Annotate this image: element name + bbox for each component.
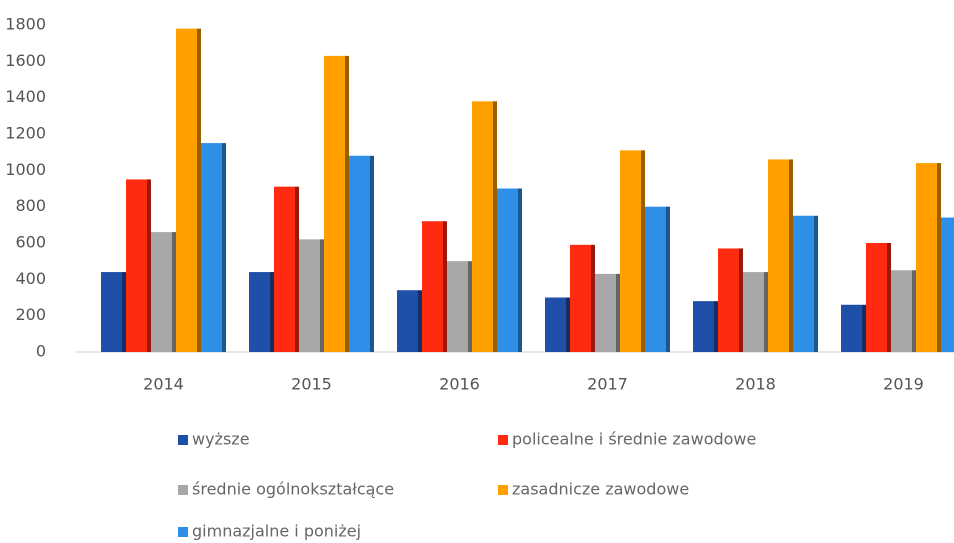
- bar-side: [862, 304, 866, 352]
- bar-side: [222, 143, 226, 352]
- bar: [768, 159, 789, 352]
- bar: [866, 243, 887, 352]
- bar: [916, 163, 937, 352]
- bar-side: [666, 206, 670, 352]
- bar: [101, 272, 122, 352]
- bar: [545, 297, 566, 352]
- bar: [891, 270, 912, 352]
- bar-side: [197, 28, 201, 353]
- y-tick-label: 0: [36, 342, 46, 361]
- bar-side: [295, 186, 299, 352]
- bar-side: [764, 272, 768, 352]
- legend-swatch: [178, 435, 188, 445]
- bar: [595, 273, 616, 352]
- bar-side: [739, 248, 743, 352]
- bar: [497, 188, 518, 352]
- bar-side: [789, 159, 793, 352]
- bar-side: [714, 301, 718, 352]
- x-tick-label: 2014: [143, 375, 184, 394]
- bar-side: [320, 239, 324, 352]
- legend-swatch: [178, 485, 188, 495]
- bar: [645, 206, 666, 352]
- y-tick-label: 200: [15, 305, 46, 324]
- y-tick-label: 1200: [5, 124, 46, 143]
- bar-side: [122, 272, 126, 352]
- bar-side: [591, 244, 595, 352]
- bar: [397, 290, 418, 352]
- legend-label: średnie ogólnokształcące: [192, 480, 394, 499]
- bar-side: [912, 270, 916, 352]
- bar: [743, 272, 764, 352]
- bar: [249, 272, 270, 352]
- bar-side: [937, 163, 941, 352]
- bar-side: [172, 232, 176, 352]
- bar: [693, 301, 714, 352]
- bar-side: [493, 101, 497, 352]
- bar-side: [270, 272, 274, 352]
- x-tick-label: 2017: [587, 375, 628, 394]
- bar: [422, 221, 443, 352]
- bar: [299, 239, 320, 352]
- y-tick-label: 1600: [5, 51, 46, 70]
- y-tick-label: 1400: [5, 87, 46, 106]
- bar: [941, 217, 954, 352]
- bar: [793, 215, 814, 352]
- y-tick-label: 600: [15, 233, 46, 252]
- bar: [349, 155, 370, 352]
- bar-side: [518, 188, 522, 352]
- x-tick-label: 2015: [291, 375, 332, 394]
- bar-side: [641, 150, 645, 352]
- bar-side: [887, 243, 891, 352]
- x-tick-label: 2018: [735, 375, 776, 394]
- x-tick-label: 2019: [883, 375, 924, 394]
- y-tick-label: 400: [15, 269, 46, 288]
- bar-side: [814, 215, 818, 352]
- y-tick-label: 1800: [5, 15, 46, 34]
- bar: [570, 244, 591, 352]
- bar: [274, 186, 295, 352]
- bar: [176, 28, 197, 353]
- bar: [620, 150, 641, 352]
- y-tick-label: 1000: [5, 160, 46, 179]
- bar: [126, 179, 147, 352]
- legend-swatch: [498, 435, 508, 445]
- bar: [841, 304, 862, 352]
- bar: [718, 248, 739, 352]
- bar-side: [566, 297, 570, 352]
- y-tick-label: 800: [15, 196, 46, 215]
- x-tick-label: 2016: [439, 375, 480, 394]
- bar-side: [345, 55, 349, 353]
- bar-side: [616, 273, 620, 352]
- legend-label: wyższe: [192, 430, 250, 449]
- bar: [324, 55, 345, 353]
- legend-label: zasadnicze zawodowe: [512, 480, 689, 499]
- bar: [151, 232, 172, 352]
- legend-swatch: [498, 485, 508, 495]
- bar-side: [370, 155, 374, 352]
- bar-side: [418, 290, 422, 352]
- bar-side: [468, 261, 472, 352]
- bar-side: [147, 179, 151, 352]
- bar-side: [443, 221, 447, 352]
- bar: [447, 261, 468, 352]
- legend-label: policealne i średnie zawodowe: [512, 430, 756, 449]
- bar: [472, 101, 493, 352]
- legend-label: gimnazjalne i poniżej: [192, 522, 361, 541]
- legend-swatch: [178, 527, 188, 537]
- bar: [201, 143, 222, 352]
